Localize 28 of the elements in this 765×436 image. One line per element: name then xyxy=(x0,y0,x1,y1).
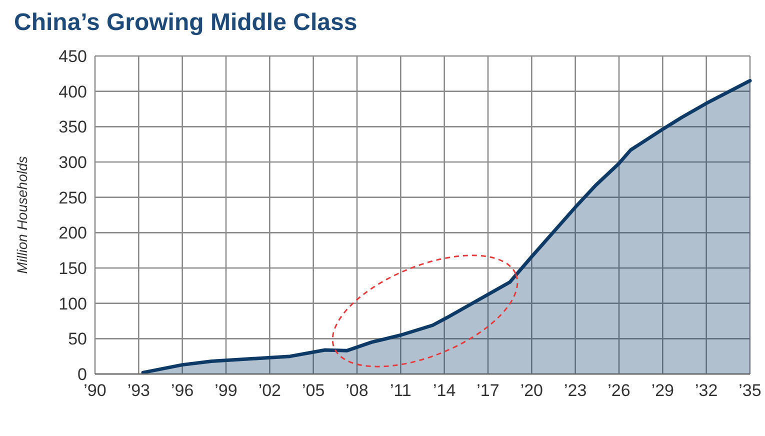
y-tick-label: 450 xyxy=(58,46,87,66)
x-tick-label: ’20 xyxy=(520,381,544,400)
x-tick-label: ’23 xyxy=(564,381,587,400)
y-tick-label: 300 xyxy=(58,152,87,172)
x-tick-label: ’14 xyxy=(432,381,456,400)
x-tick-label: ’17 xyxy=(476,381,500,400)
y-tick-label: 0 xyxy=(78,364,87,384)
x-tick-label: ’05 xyxy=(302,381,325,400)
chart-title: China’s Growing Middle Class xyxy=(14,9,358,36)
y-tick-label: 150 xyxy=(58,258,87,278)
y-tick-label: 350 xyxy=(58,118,87,137)
x-tick-label: ’32 xyxy=(694,381,718,400)
x-tick-label: ’93 xyxy=(127,381,150,400)
y-tick-label: 50 xyxy=(68,330,87,349)
y-tick-label: 250 xyxy=(58,188,87,208)
y-axis-title: Million Households xyxy=(14,156,30,274)
x-tick-label: ’90 xyxy=(84,381,106,400)
x-tick-label: ’11 xyxy=(390,381,412,400)
x-tick-label: ’29 xyxy=(651,381,674,400)
y-tick-label: 100 xyxy=(58,294,87,314)
x-tick-label: ’08 xyxy=(346,381,368,400)
x-tick-label: ’96 xyxy=(170,381,194,400)
x-tick-label: ’99 xyxy=(214,381,238,400)
x-tick-label: ’35 xyxy=(738,381,762,400)
y-tick-label: 400 xyxy=(58,82,87,102)
x-tick-label: ’26 xyxy=(608,381,630,400)
x-tick-label: ’02 xyxy=(258,381,282,400)
y-tick-label: 200 xyxy=(58,224,87,243)
